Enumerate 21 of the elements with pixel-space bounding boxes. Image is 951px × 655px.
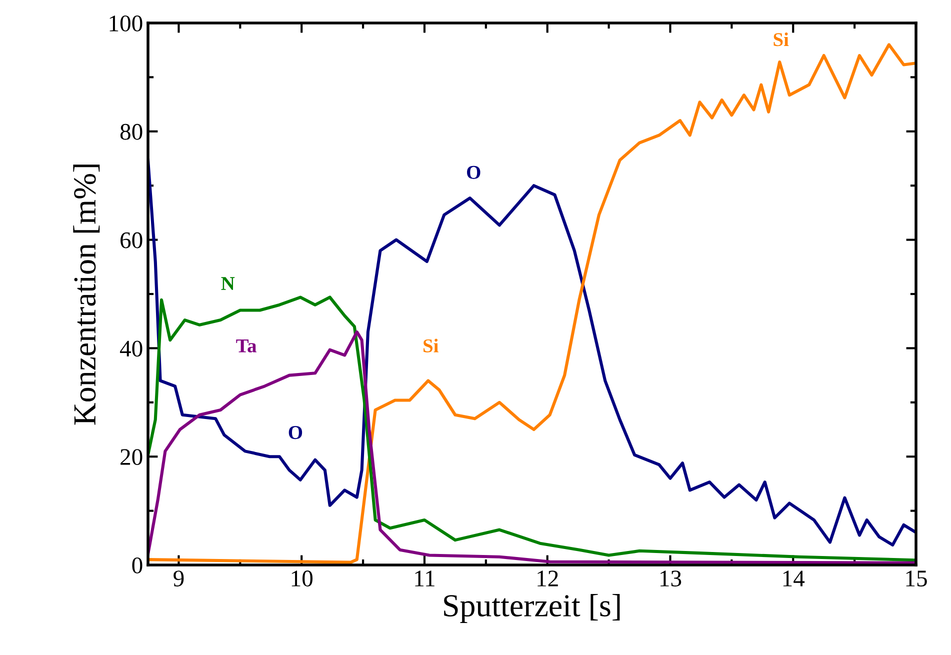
series-label: Si xyxy=(774,32,789,46)
y-tick-label: 20 xyxy=(120,449,142,466)
series-label: Ta xyxy=(236,339,256,352)
y-axis-title: Konzentration [m%] xyxy=(73,164,100,425)
series-label: O xyxy=(467,166,480,179)
text: Si xyxy=(424,338,438,352)
x-tick-label: 12 xyxy=(538,570,558,586)
x-tick-label: 15 xyxy=(906,570,927,586)
x-tick-label: 10 xyxy=(292,570,313,586)
x-tick-label: 14 xyxy=(783,570,805,586)
y-tick-label: 60 xyxy=(120,232,142,248)
y-tick-label: 0 xyxy=(132,557,142,574)
y-tick-label: 80 xyxy=(120,124,142,140)
text: O xyxy=(288,426,302,440)
series-label: N xyxy=(221,277,235,290)
x-axis-title: Sputterzeit [s] xyxy=(444,594,620,624)
x-tick-label: 11 xyxy=(415,570,434,586)
y-tick-label: 100 xyxy=(110,15,142,32)
y-tick-label: 40 xyxy=(120,340,142,357)
x-tick-label: 9 xyxy=(174,570,184,586)
x-tick-label: 13 xyxy=(660,570,682,586)
